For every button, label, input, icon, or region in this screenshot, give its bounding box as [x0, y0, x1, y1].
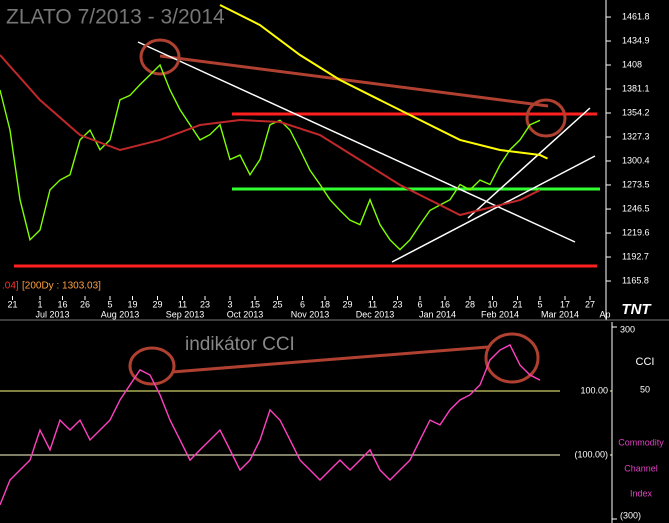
- up-trend-line: [391, 155, 596, 263]
- x-tick-label: 5: [107, 299, 112, 309]
- y-tick-label: 1219.6: [622, 227, 650, 237]
- y-tick-label: 1273.5: [622, 179, 650, 189]
- y-tick-label: 1192.7: [622, 251, 649, 261]
- y-tick-label: 1354.2: [622, 107, 650, 117]
- month-label: Aug 2013: [101, 309, 140, 319]
- y-tick-label: 1300.4: [622, 155, 650, 165]
- x-tick-label: 21: [7, 299, 17, 309]
- highlight-circle: [484, 332, 540, 384]
- x-tick-label: 11: [368, 299, 377, 309]
- x-tick-label: 18: [320, 299, 330, 309]
- x-tick-label: 26: [80, 299, 90, 309]
- highlight-circle: [525, 98, 567, 138]
- y-tick-label: 1408: [622, 59, 642, 69]
- x-tick-label: 1: [37, 299, 42, 309]
- month-label: Feb 2014: [481, 309, 519, 319]
- level-label-bg: [560, 384, 610, 397]
- month-label: Nov 2013: [291, 309, 330, 319]
- x-tick-label: 5: [537, 299, 542, 309]
- x-tick-label: 19: [127, 299, 137, 309]
- month-label: Ap: [599, 309, 610, 319]
- x-tick-label: 3: [227, 299, 232, 309]
- x-tick-label: 21: [512, 299, 522, 309]
- x-tick-label: 27: [585, 299, 595, 309]
- month-label: Dec 2013: [356, 309, 395, 319]
- y-tick-label: (300): [620, 510, 641, 520]
- month-label: Mar 2014: [541, 309, 579, 319]
- highlight-circle: [139, 38, 181, 76]
- x-tick-label: 23: [392, 299, 402, 309]
- top-trend-line: [159, 54, 549, 108]
- month-label: Jan 2014: [419, 309, 456, 319]
- level-label-bg: [560, 448, 610, 461]
- month-label: Sep 2013: [166, 309, 205, 319]
- chart-title: ZLATO 7/2013 - 3/2014: [6, 6, 225, 29]
- up-trend-line: [467, 107, 591, 219]
- indicator-name: Index: [630, 488, 653, 498]
- indicator-name: Channel: [624, 463, 658, 473]
- x-tick-label: 16: [440, 299, 450, 309]
- series-line: [0, 54, 541, 217]
- series-line: [0, 343, 541, 506]
- legend-label: .04]: [2, 281, 19, 292]
- series-line: [0, 63, 541, 251]
- x-tick-label: 25: [272, 299, 282, 309]
- cci-trend-line: [171, 345, 489, 374]
- down-trend-line: [137, 41, 576, 243]
- x-tick-label: 17: [560, 299, 570, 309]
- indicator-name: Commodity: [618, 437, 664, 447]
- cci-title: CCI: [636, 356, 655, 368]
- x-tick-label: 23: [200, 299, 210, 309]
- x-tick-label: 28: [465, 299, 475, 309]
- y-tick-label: 1461.8: [622, 11, 650, 21]
- y-tick-label: 1246.5: [622, 203, 650, 213]
- x-tick-label: 10: [487, 299, 497, 309]
- x-tick-label: 6: [300, 299, 305, 309]
- y-tick-label: 1434.9: [622, 35, 650, 45]
- y-tick-label: 100.00: [580, 385, 608, 395]
- x-tick-label: 16: [57, 299, 67, 309]
- cci-current: 50: [640, 384, 650, 394]
- x-tick-label: 29: [152, 299, 162, 309]
- y-tick-label: 300: [620, 324, 635, 334]
- y-tick-label: 1165.8: [622, 275, 649, 285]
- month-label: Oct 2013: [227, 309, 264, 319]
- x-tick-label: 15: [250, 299, 260, 309]
- series-line: [219, 4, 548, 160]
- legend-label: [200Dy : 1303.03]: [22, 281, 101, 292]
- y-tick-label: 1381.1: [622, 83, 650, 93]
- y-tick-label: (100.00): [574, 449, 608, 459]
- highlight-circle: [128, 346, 176, 386]
- x-tick-label: 11: [178, 299, 187, 309]
- x-tick-label: 29: [342, 299, 352, 309]
- watermark: TNT: [621, 301, 652, 318]
- x-tick-label: 6: [417, 299, 422, 309]
- annotation: indikátor CCI: [185, 334, 295, 355]
- y-tick-label: 1327.3: [622, 131, 650, 141]
- month-label: Jul 2013: [35, 309, 69, 319]
